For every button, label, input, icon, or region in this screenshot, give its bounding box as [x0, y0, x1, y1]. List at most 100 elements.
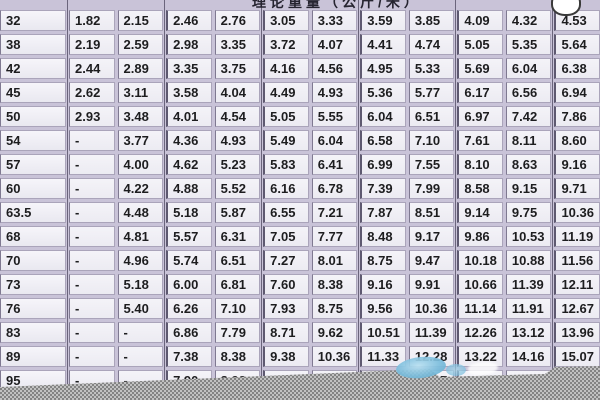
weight-cell: 3.75 [214, 58, 261, 79]
weight-cell: 4.09 [457, 10, 503, 31]
weight-cell: 4.74 [408, 34, 455, 55]
weight-cell: 6.55 [263, 202, 309, 223]
weight-cell: 5.18 [166, 202, 212, 223]
weight-cell: 8.01 [311, 250, 358, 271]
weight-cell: 3.59 [360, 10, 406, 31]
weight-cell: 7.05 [263, 226, 309, 247]
weight-cell: 4.32 [505, 10, 552, 31]
weight-cell: 7.10 [408, 130, 455, 151]
weight-cell: 9.91 [408, 274, 455, 295]
weight-cell: 2.62 [69, 82, 115, 103]
weight-cell: 5.57 [166, 226, 212, 247]
weight-cell: 7.55 [408, 154, 455, 175]
weight-cell: - [69, 226, 115, 247]
weight-cell: 11.39 [408, 322, 455, 343]
weight-cell: 10.66 [457, 274, 503, 295]
weight-cell: 9.38 [263, 346, 309, 367]
weight-cell: 4.36 [166, 130, 212, 151]
weight-cell: 3.33 [311, 10, 358, 31]
weight-cell: 7.27 [263, 250, 309, 271]
weight-cell: 9.56 [360, 298, 406, 319]
weight-cell: 4.88 [166, 178, 212, 199]
row-label: 76 [0, 298, 66, 319]
weight-cell: 5.05 [457, 34, 503, 55]
weight-cell: 6.04 [505, 58, 552, 79]
weight-cell: 4.81 [117, 226, 164, 247]
weight-cell: 11.33 [360, 346, 406, 367]
weight-cell: 7.86 [554, 106, 600, 127]
weight-cell: 3.85 [408, 10, 455, 31]
weight-cell: 15.07 [554, 346, 600, 367]
weight-cell: 5.35 [505, 34, 552, 55]
weight-cell: 8.48 [360, 226, 406, 247]
weight-cell: 6.56 [505, 82, 552, 103]
weight-table: 32 1.82 2.15 2.46 2.76 3.05 3.33 3.59 3.85 4.09 4.… [0, 10, 600, 391]
weight-cell: 7.61 [457, 130, 503, 151]
weight-cell: 4.16 [263, 58, 309, 79]
weight-cell: 10.36 [554, 202, 600, 223]
weight-cell: 12.67 [554, 298, 600, 319]
weight-cell: - [117, 346, 164, 367]
weight-cell: 2.19 [69, 34, 115, 55]
weight-cell: 8.10 [457, 154, 503, 175]
weight-cell: - [117, 322, 164, 343]
weight-cell: 3.11 [117, 82, 164, 103]
row-label: 70 [0, 250, 66, 271]
weight-cell: 13.96 [554, 322, 600, 343]
column-group-separator [164, 0, 165, 388]
weight-cell: 7.21 [311, 202, 358, 223]
weight-cell: 7.39 [360, 178, 406, 199]
weight-cell: 4.96 [117, 250, 164, 271]
row-label: 57 [0, 154, 66, 175]
weight-cell: 7.79 [214, 322, 261, 343]
weight-cell: 4.22 [117, 178, 164, 199]
weight-cell: 6.97 [457, 106, 503, 127]
weight-cell: 8.60 [554, 130, 600, 151]
weight-cell: 10.51 [360, 322, 406, 343]
weight-cell: 6.38 [554, 58, 600, 79]
weight-cell: 6.94 [554, 82, 600, 103]
weight-cell: 6.86 [166, 322, 212, 343]
weight-cell: 8.71 [263, 322, 309, 343]
weight-cell: 6.17 [457, 82, 503, 103]
weight-cell: 7.99 [408, 178, 455, 199]
table-title: 理论重量（公斤/米） [252, 0, 422, 9]
weight-cell: 11.19 [554, 226, 600, 247]
weight-cell: 7.38 [166, 346, 212, 367]
weight-cell: 2.76 [214, 10, 261, 31]
weight-cell: 5.74 [166, 250, 212, 271]
weight-cell: 5.83 [263, 154, 309, 175]
weight-cell: 4.41 [360, 34, 406, 55]
weight-cell: 7.93 [263, 298, 309, 319]
weight-cell: 8.58 [457, 178, 503, 199]
weight-cell: 11.14 [457, 298, 503, 319]
weight-cell: 5.49 [263, 130, 309, 151]
weight-cell: 8.11 [505, 130, 552, 151]
weight-cell: 6.51 [408, 106, 455, 127]
weight-cell: 2.15 [117, 10, 164, 31]
weight-cell: 8.75 [360, 250, 406, 271]
weight-cell: 5.05 [263, 106, 309, 127]
weight-cell: 9.14 [457, 202, 503, 223]
weight-cell: 7.42 [505, 106, 552, 127]
row-label: 32 [0, 10, 66, 31]
column-group-separator [358, 0, 359, 388]
row-label: 42 [0, 58, 66, 79]
weight-cell: 6.51 [214, 250, 261, 271]
weight-cell: 12.26 [457, 322, 503, 343]
weight-cell: 6.41 [311, 154, 358, 175]
weight-cell: 2.93 [69, 106, 115, 127]
row-label: 63.5 [0, 202, 66, 223]
weight-cell: 10.88 [505, 250, 552, 271]
weight-cell: 4.54 [214, 106, 261, 127]
weight-cell: 7.77 [311, 226, 358, 247]
weight-cell: 4.93 [311, 82, 358, 103]
weight-cell: 9.75 [505, 202, 552, 223]
weight-cell: 3.35 [166, 58, 212, 79]
weight-cell: 6.78 [311, 178, 358, 199]
weight-cell: - [69, 322, 115, 343]
row-label: 68 [0, 226, 66, 247]
weight-cell: 10.18 [457, 250, 503, 271]
pointer-cursor-tip [551, 0, 581, 16]
weight-cell: 5.18 [117, 274, 164, 295]
